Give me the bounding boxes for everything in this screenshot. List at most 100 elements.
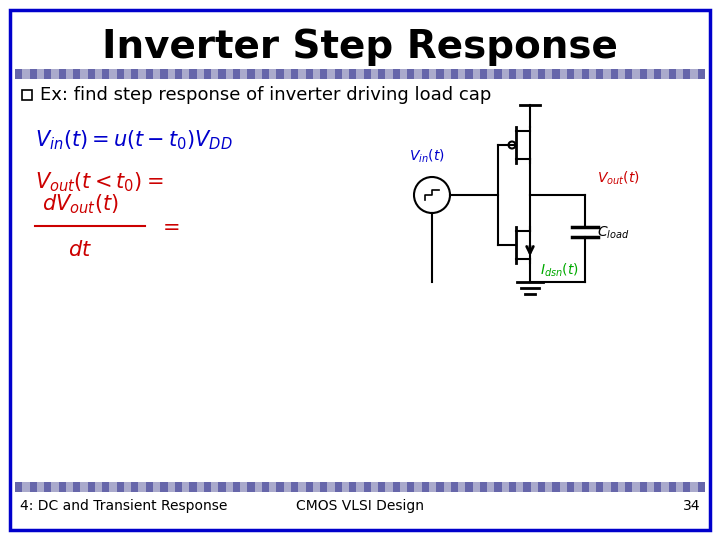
Bar	[480, 69, 487, 79]
Bar	[472, 482, 480, 492]
Text: $\mathit{dt}$: $\mathit{dt}$	[68, 240, 92, 260]
Bar	[502, 482, 509, 492]
Bar	[153, 482, 161, 492]
Bar	[81, 69, 88, 79]
Bar	[240, 69, 248, 79]
Bar	[654, 482, 662, 492]
Bar	[189, 69, 197, 79]
Bar	[131, 69, 138, 79]
Bar	[618, 69, 625, 79]
Bar	[66, 482, 73, 492]
Bar	[248, 482, 255, 492]
Text: 34: 34	[683, 499, 700, 513]
Bar	[647, 69, 654, 79]
Bar	[291, 482, 298, 492]
Bar	[15, 69, 22, 79]
Bar	[356, 482, 364, 492]
Bar	[415, 482, 422, 492]
Bar	[603, 69, 611, 79]
Bar	[582, 69, 589, 79]
Bar	[197, 69, 204, 79]
Bar	[639, 69, 647, 79]
Bar	[385, 69, 392, 79]
Bar	[109, 482, 117, 492]
Bar	[632, 69, 639, 79]
Bar	[589, 69, 596, 79]
Bar	[632, 482, 639, 492]
Bar	[168, 482, 175, 492]
Bar	[262, 69, 269, 79]
Bar	[676, 482, 683, 492]
Text: Ex: find step response of inverter driving load cap: Ex: find step response of inverter drivi…	[40, 86, 491, 104]
Bar	[465, 69, 472, 79]
Bar	[502, 69, 509, 79]
Bar	[567, 69, 575, 79]
Bar	[611, 69, 618, 79]
Bar	[676, 69, 683, 79]
Bar	[284, 69, 291, 79]
Bar	[385, 482, 392, 492]
Bar	[444, 482, 451, 492]
FancyBboxPatch shape	[10, 10, 710, 530]
Bar	[575, 69, 582, 79]
Bar	[335, 69, 342, 79]
Bar	[117, 482, 124, 492]
Bar	[378, 482, 385, 492]
Bar	[349, 482, 356, 492]
Bar	[465, 482, 472, 492]
Bar	[30, 482, 37, 492]
Bar	[618, 482, 625, 492]
Bar	[197, 482, 204, 492]
Bar	[66, 69, 73, 79]
Bar	[175, 482, 182, 492]
Bar	[312, 482, 320, 492]
Bar	[51, 69, 58, 79]
Bar	[589, 482, 596, 492]
Bar	[248, 69, 255, 79]
Bar	[669, 69, 676, 79]
Bar	[175, 69, 182, 79]
Bar	[545, 69, 552, 79]
Text: $\mathit{V}_{\mathit{out}}(\mathit{t} < \mathit{t}_0) =$: $\mathit{V}_{\mathit{out}}(\mathit{t} < …	[35, 170, 163, 194]
Bar	[690, 69, 698, 79]
Bar	[81, 482, 88, 492]
Bar	[218, 69, 225, 79]
Bar	[145, 482, 153, 492]
Bar	[22, 90, 32, 100]
Bar	[73, 482, 81, 492]
Bar	[559, 69, 567, 79]
Text: $\mathit{V}_{\mathit{in}}(\mathit{t}) = \mathit{u}(\mathit{t}-\mathit{t}_0)\math: $\mathit{V}_{\mathit{in}}(\mathit{t}) = …	[35, 128, 233, 152]
Bar	[495, 482, 502, 492]
Bar	[509, 69, 516, 79]
Bar	[225, 482, 233, 492]
Bar	[204, 69, 211, 79]
Bar	[44, 69, 51, 79]
Bar	[269, 69, 276, 79]
Bar	[124, 69, 131, 79]
Text: 4: DC and Transient Response: 4: DC and Transient Response	[20, 499, 228, 513]
Bar	[37, 69, 44, 79]
Bar	[211, 482, 218, 492]
Bar	[305, 69, 312, 79]
Bar	[523, 482, 531, 492]
Bar	[625, 482, 632, 492]
Bar	[516, 482, 523, 492]
Bar	[117, 69, 124, 79]
Bar	[138, 69, 145, 79]
Bar	[552, 69, 559, 79]
Bar	[582, 482, 589, 492]
Bar	[683, 482, 690, 492]
Bar	[538, 69, 545, 79]
Bar	[400, 69, 408, 79]
Bar	[124, 482, 131, 492]
Text: $\mathit{dV}_{\mathit{out}}(\mathit{t})$: $\mathit{dV}_{\mathit{out}}(\mathit{t})$	[42, 192, 118, 216]
Bar	[436, 69, 444, 79]
Bar	[567, 482, 575, 492]
Bar	[698, 69, 705, 79]
Bar	[298, 482, 305, 492]
Bar	[320, 482, 328, 492]
Bar	[298, 69, 305, 79]
Bar	[596, 482, 603, 492]
Bar	[371, 482, 378, 492]
Bar	[516, 69, 523, 79]
